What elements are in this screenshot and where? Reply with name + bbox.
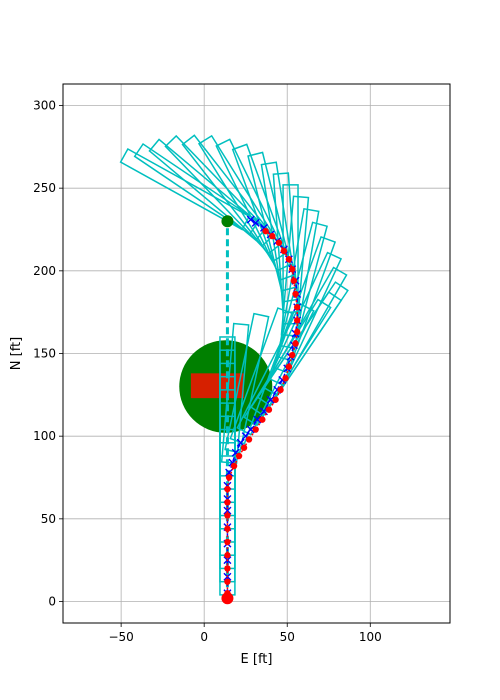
vehicle-footprint: [133, 142, 260, 236]
y-tick-label: 200: [33, 264, 56, 278]
vehicle-footprint: [224, 312, 270, 454]
actual-path-point: [245, 436, 253, 443]
actual-path-point: [224, 538, 231, 546]
actual-path-point: [289, 351, 296, 359]
actual-path-point: [269, 232, 276, 240]
vehicle-footprint: [236, 303, 315, 436]
actual-path-point: [240, 444, 248, 451]
y-tick-label: 250: [33, 181, 56, 195]
x-tick-label: −50: [108, 630, 133, 644]
planned-path-point: [246, 425, 255, 434]
y-tick-label: 150: [33, 347, 56, 361]
vehicle-footprint: [148, 138, 267, 242]
goal-point: [221, 215, 234, 228]
actual-path-point: [293, 304, 301, 311]
actual-path-point: [230, 462, 238, 470]
planned-path-point: [246, 215, 255, 224]
actual-path-point: [292, 290, 299, 298]
actual-path-point: [224, 512, 231, 519]
vehicle-footprint: [119, 147, 251, 231]
actual-path-point: [262, 227, 269, 235]
actual-path-point: [225, 474, 233, 481]
vehicle-footprint: [278, 207, 320, 350]
vehicle-footprint: [197, 134, 287, 263]
actual-path-point: [259, 416, 266, 423]
actual-path-point: [275, 239, 283, 246]
actual-path-point: [265, 406, 273, 413]
actual-path-point: [293, 328, 301, 336]
actual-path-point: [277, 386, 284, 394]
plot-area: [119, 134, 349, 605]
actual-path-line: [226, 230, 298, 594]
actual-path-point: [224, 485, 231, 493]
vehicle-footprint: [220, 322, 250, 465]
actual-path-point: [282, 375, 289, 382]
ticks: −50 0 50 100 0 50 100 150 200 250 300: [33, 98, 382, 644]
actual-path-point: [224, 578, 231, 585]
planned-path-point: [225, 468, 234, 477]
actual-path-point: [224, 499, 231, 506]
actual-path-point: [290, 277, 298, 284]
actual-path-point: [252, 426, 259, 433]
vehicle-footprint: [247, 151, 298, 292]
actual-path-point: [272, 396, 279, 403]
x-tick-label: 100: [359, 630, 382, 644]
start-point: [221, 592, 234, 605]
y-tick-label: 0: [48, 595, 56, 609]
x-axis-label: E [ft]: [241, 652, 273, 667]
actual-path-point: [285, 256, 293, 263]
actual-path-point: [224, 552, 231, 559]
actual-path-point: [280, 247, 288, 255]
planned-path-point: [223, 506, 232, 515]
actual-path-point: [285, 363, 293, 370]
planned-path-point: [266, 395, 275, 404]
x-tick-label: 0: [200, 630, 208, 644]
actual-path-point: [224, 565, 231, 572]
y-tick-label: 50: [41, 512, 56, 526]
planned-path-point: [253, 415, 262, 424]
y-tick-label: 100: [33, 429, 56, 443]
actual-path-point: [289, 265, 296, 273]
actual-path-point: [224, 525, 231, 532]
y-tick-label: 300: [33, 98, 56, 112]
planned-path-point: [251, 218, 260, 227]
actual-path-point: [293, 317, 301, 324]
y-axis-label: N [ft]: [9, 337, 24, 370]
actual-path-point: [235, 452, 243, 460]
actual-path-point: [292, 340, 299, 347]
x-tick-label: 50: [280, 630, 295, 644]
